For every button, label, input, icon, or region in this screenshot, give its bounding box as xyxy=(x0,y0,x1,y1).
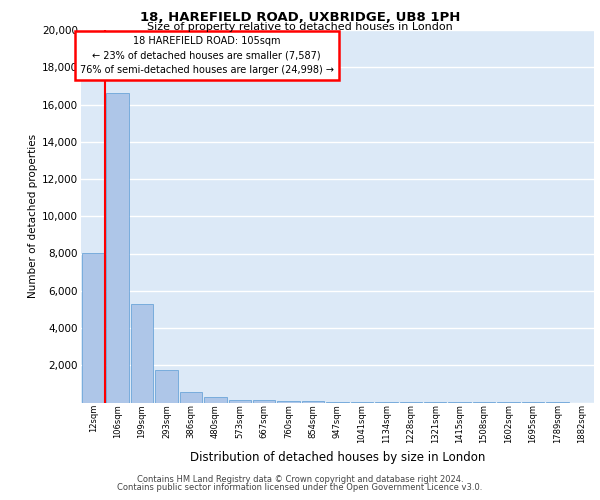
Bar xyxy=(131,304,154,402)
Text: Contains public sector information licensed under the Open Government Licence v3: Contains public sector information licen… xyxy=(118,483,482,492)
Text: 18, HAREFIELD ROAD, UXBRIDGE, UB8 1PH: 18, HAREFIELD ROAD, UXBRIDGE, UB8 1PH xyxy=(140,11,460,24)
Text: Contains HM Land Registry data © Crown copyright and database right 2024.: Contains HM Land Registry data © Crown c… xyxy=(137,475,463,484)
Bar xyxy=(229,400,251,402)
X-axis label: Distribution of detached houses by size in London: Distribution of detached houses by size … xyxy=(190,452,485,464)
Bar xyxy=(179,392,202,402)
Bar xyxy=(155,370,178,402)
Text: Size of property relative to detached houses in London: Size of property relative to detached ho… xyxy=(147,22,453,32)
Bar xyxy=(82,252,104,402)
Y-axis label: Number of detached properties: Number of detached properties xyxy=(28,134,38,298)
Bar xyxy=(277,401,300,402)
Bar xyxy=(204,396,227,402)
Bar xyxy=(253,400,275,402)
Text: 18 HAREFIELD ROAD: 105sqm
← 23% of detached houses are smaller (7,587)
76% of se: 18 HAREFIELD ROAD: 105sqm ← 23% of detac… xyxy=(80,36,334,75)
Bar xyxy=(106,94,129,403)
